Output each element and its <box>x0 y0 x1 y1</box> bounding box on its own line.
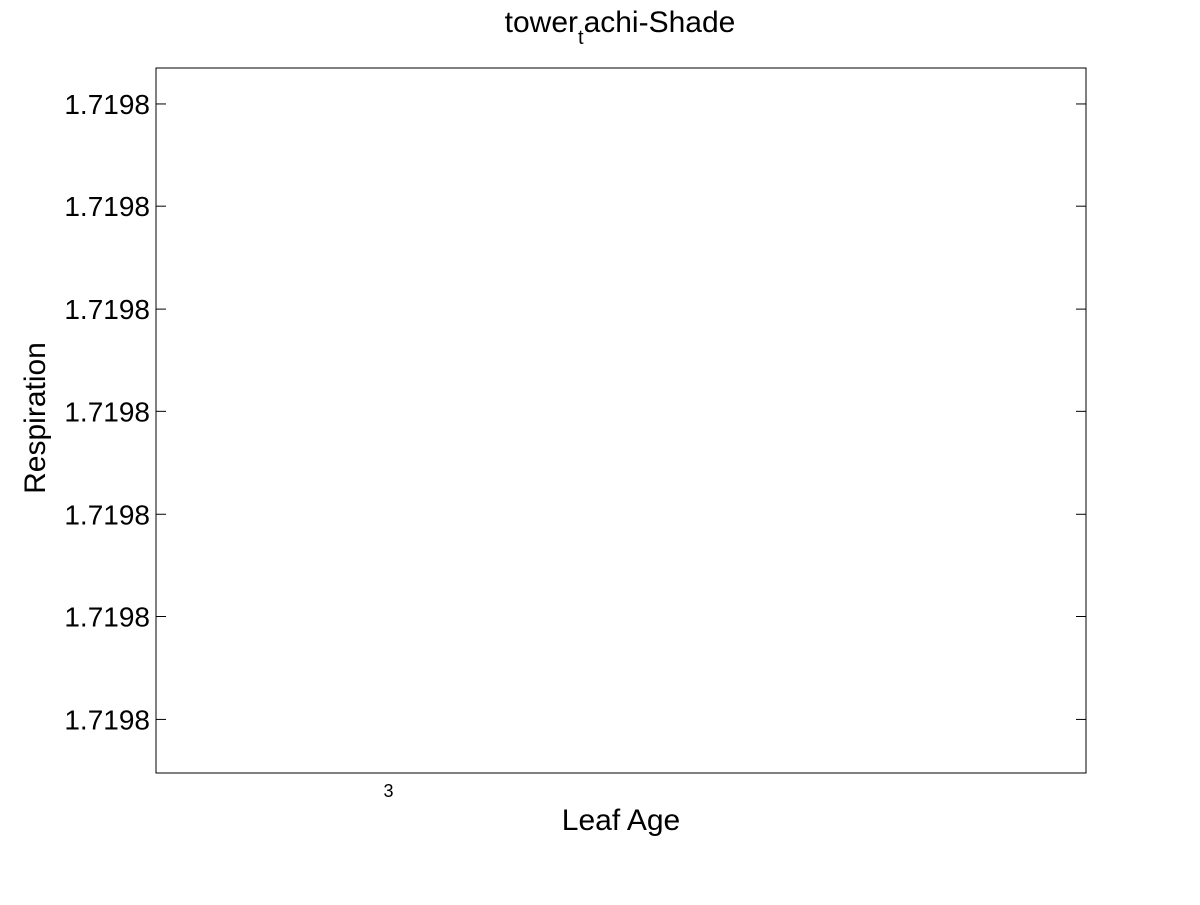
x-axis-label: Leaf Age <box>562 804 680 837</box>
y-tick-label: 1.7198 <box>64 89 150 120</box>
chart-title-rest: achi-Shade <box>584 6 736 39</box>
x-axis-ticks: 3 <box>383 781 393 801</box>
y-tick-label: 1.7198 <box>64 191 150 222</box>
y-axis-ticks: 1.7198 1.7198 1.7198 1.7198 1.7198 1.7198 1.71… <box>64 89 1086 735</box>
y-tick-label: 1.7198 <box>64 601 150 632</box>
plot-area-frame <box>155 67 1087 774</box>
chart-title-subscript: t <box>578 27 584 49</box>
chart-title: towertachi-Shade <box>505 6 736 49</box>
y-tick-label: 1.7198 <box>64 396 150 427</box>
y-tick-label: 1.7198 <box>64 704 150 735</box>
y-tick-label: 1.7198 <box>64 294 150 325</box>
y-tick-label: 1.7198 <box>64 499 150 530</box>
x-tick-label: 3 <box>383 781 393 801</box>
chart-title-main: tower <box>505 6 578 39</box>
y-axis-label: Respiration <box>19 342 52 494</box>
